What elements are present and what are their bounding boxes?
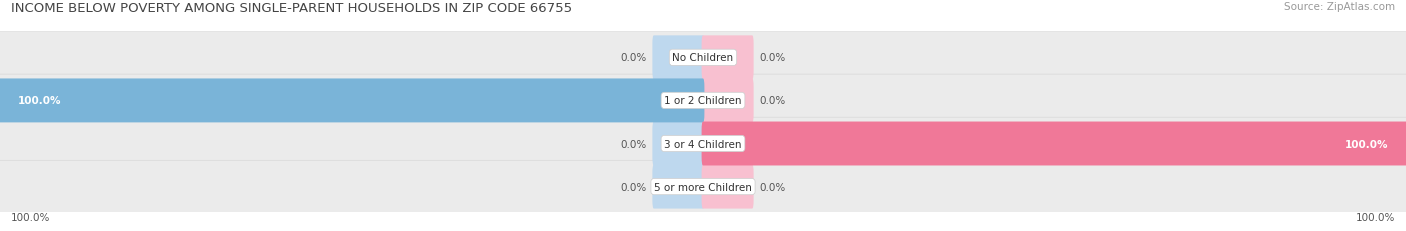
FancyBboxPatch shape (702, 36, 754, 80)
FancyBboxPatch shape (0, 118, 1406, 170)
Text: 100.0%: 100.0% (11, 212, 51, 222)
Text: 0.0%: 0.0% (759, 182, 786, 192)
Text: 100.0%: 100.0% (1355, 212, 1395, 222)
Text: 0.0%: 0.0% (759, 96, 786, 106)
Text: 100.0%: 100.0% (1346, 139, 1389, 149)
Text: 0.0%: 0.0% (620, 182, 647, 192)
FancyBboxPatch shape (0, 75, 1406, 127)
Text: 0.0%: 0.0% (620, 139, 647, 149)
Text: 0.0%: 0.0% (620, 53, 647, 63)
Text: 1 or 2 Children: 1 or 2 Children (664, 96, 742, 106)
FancyBboxPatch shape (0, 79, 704, 123)
FancyBboxPatch shape (702, 165, 754, 209)
FancyBboxPatch shape (0, 161, 1406, 213)
FancyBboxPatch shape (652, 165, 704, 209)
Text: 0.0%: 0.0% (759, 53, 786, 63)
Text: 5 or more Children: 5 or more Children (654, 182, 752, 192)
FancyBboxPatch shape (652, 36, 704, 80)
Text: 100.0%: 100.0% (17, 96, 60, 106)
FancyBboxPatch shape (702, 122, 1406, 166)
Text: No Children: No Children (672, 53, 734, 63)
Text: INCOME BELOW POVERTY AMONG SINGLE-PARENT HOUSEHOLDS IN ZIP CODE 66755: INCOME BELOW POVERTY AMONG SINGLE-PARENT… (11, 2, 572, 15)
FancyBboxPatch shape (652, 122, 704, 166)
FancyBboxPatch shape (0, 32, 1406, 84)
FancyBboxPatch shape (702, 79, 754, 123)
Text: Source: ZipAtlas.com: Source: ZipAtlas.com (1284, 2, 1395, 12)
Text: 3 or 4 Children: 3 or 4 Children (664, 139, 742, 149)
